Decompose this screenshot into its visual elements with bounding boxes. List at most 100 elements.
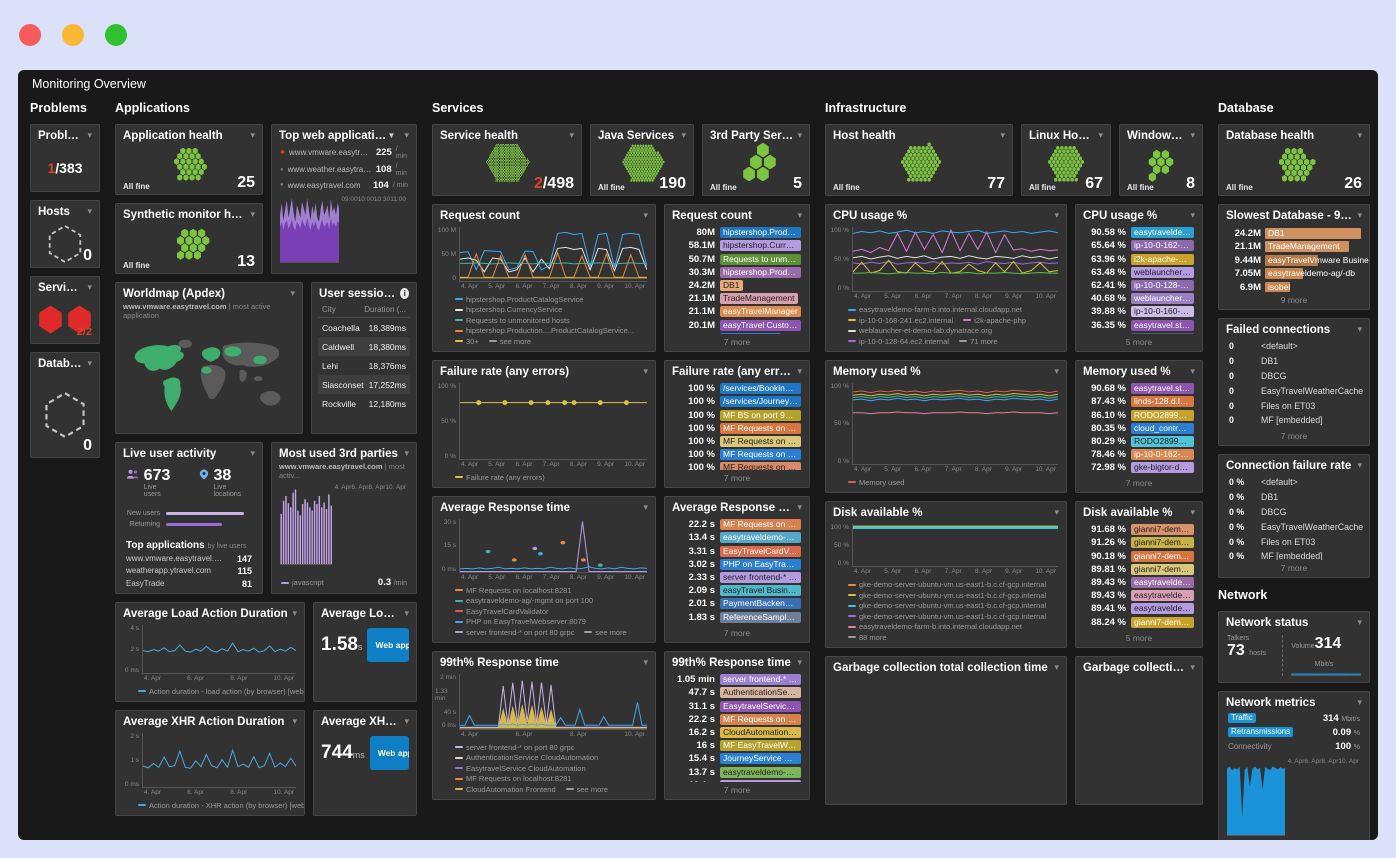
tile-failed-connections[interactable]: Failed connections ▾ 0 <default> 0 DB1 0 DBCG 0… [1218, 318, 1370, 446]
chevron-down-icon[interactable]: ▾ [290, 288, 295, 298]
tile-synthetic-health[interactable]: Synthetic monitor health ▾ All fine 13 [115, 203, 263, 274]
tile-avg-load-action-value[interactable]: Average Load Ac... ▾ 1.58s Web applicati.… [313, 602, 417, 702]
list-row[interactable]: 2.01 sPaymentBackend/PaymentEng... [665, 598, 809, 610]
chevron-down-icon[interactable]: ▾ [797, 366, 802, 376]
tile-network-metrics[interactable]: Network metrics ▾ Traffic 314 Mbit/s Retran… [1218, 691, 1370, 840]
chevron-down-icon[interactable]: ▾ [1000, 130, 1005, 140]
list-row[interactable]: 100 %MF Requests on localhost:8281 [665, 462, 809, 470]
top-web-app-row[interactable]: ✱www.vmware.easytravel.com225/ min [280, 145, 408, 160]
list-row[interactable]: 0 % DB1 [1229, 492, 1279, 503]
list-row[interactable]: 65.64 %ip-10-0-162-251.ec2.int... [1076, 240, 1202, 252]
chevron-down-icon[interactable]: ▾ [1054, 210, 1059, 220]
filter-icon[interactable]: ▼ [387, 130, 396, 140]
network-metric-row[interactable]: Retransmissions 0.09 % [1219, 725, 1369, 739]
list-row[interactable]: 0 % EasyTravelWeatherCache [1229, 521, 1364, 532]
list-row[interactable]: 90.18 %gianni7-demo7-ubunt... [1091, 550, 1194, 562]
chevron-down-icon[interactable]: ▾ [1054, 507, 1059, 517]
more-link[interactable]: 7 more [723, 628, 751, 638]
more-link[interactable]: 7 more [1280, 563, 1308, 573]
list-row[interactable]: 3.31 sEasyTravelCardValidator [665, 545, 809, 557]
web-application-button[interactable]: Web applicati... [367, 628, 409, 662]
tile-request-count-list[interactable]: Request count ▾ 80Mhipstershop.ProductCat… [664, 204, 810, 352]
list-row[interactable]: 16 sMF EasyTravelWebserver:9079 [696, 740, 801, 752]
chevron-down-icon[interactable]: ▾ [797, 502, 802, 512]
tile-slowest-database[interactable]: Slowest Database - 99th... ▾ 24.2M DB1 21.1… [1218, 204, 1370, 310]
bar-row[interactable]: 21.1M TradeManagement [1227, 241, 1361, 252]
list-row[interactable]: 0 MF [embedded] [1229, 415, 1323, 426]
tile-disk-available-chart[interactable]: Disk available % ▾ 100 % 50 % 0 % 4. Apr 5. A… [825, 501, 1067, 648]
tile-avg-xhr-action-duration-chart[interactable]: Average XHR Action Duration ▾ 2 s 1 s 0 ms 4… [115, 710, 305, 816]
chevron-down-icon[interactable]: ▾ [292, 608, 297, 618]
bar-row[interactable]: 6.9M isobel [1239, 281, 1291, 292]
chevron-down-icon[interactable]: ▾ [569, 130, 574, 140]
list-row[interactable]: 24.2M DB1 [665, 279, 809, 291]
tile-hosts-problems[interactable]: Hosts ▾ 0 [30, 200, 100, 268]
network-metric-row[interactable]: Traffic 314 Mbit/s [1219, 711, 1369, 725]
tile-p99-response-list[interactable]: 99th% Response time ▾ 1.05 min server fron… [664, 651, 810, 800]
list-row[interactable]: 30.3Mhipstershop.ProductCatalogSe... [665, 266, 809, 278]
info-icon[interactable]: i [400, 288, 409, 299]
list-row[interactable]: 91.68 %gianni7-demo7-ubunt... [1091, 524, 1194, 536]
tile-3rd-party-services[interactable]: 3rd Party Services ▾ All fine 5 [702, 124, 810, 196]
list-row[interactable]: 0 Files on ET03 [1229, 400, 1316, 411]
chevron-down-icon[interactable]: ▾ [404, 448, 409, 458]
list-row[interactable]: 0 <default> [1229, 341, 1298, 352]
chevron-down-icon[interactable]: ▾ [1357, 130, 1362, 140]
chevron-down-icon[interactable]: ▾ [1190, 366, 1195, 376]
tile-application-health[interactable]: Application health ▾ All fine 25 [115, 124, 263, 195]
chevron-down-icon[interactable]: ▾ [1357, 460, 1362, 470]
chevron-down-icon[interactable]: ▾ [643, 366, 648, 376]
list-row[interactable]: 0 % DBCG [1229, 506, 1287, 517]
bar-row[interactable]: 9.44M easyTravelVmware Business [1234, 254, 1369, 266]
bar-row[interactable]: 7.05M easytraveldemo-ag/-db [1234, 268, 1355, 279]
list-row[interactable]: 18.7MRedis frontend [665, 332, 809, 334]
chevron-down-icon[interactable]: ▾ [1357, 324, 1362, 334]
chevron-down-icon[interactable]: ▾ [1190, 662, 1195, 672]
chevron-down-icon[interactable]: ▾ [1190, 130, 1195, 140]
chevron-down-icon[interactable]: ▾ [87, 130, 92, 140]
tile-request-count-chart[interactable]: Request count ▾ 100 M 50 M 0 4. Apr 5. Apr 6. … [432, 204, 656, 352]
tile-gc-time-list[interactable]: Garbage collection to...▾ [1075, 656, 1203, 805]
list-row[interactable]: 0 DBCG [1229, 370, 1287, 381]
top-application-row[interactable]: EasyTrade 81 [126, 578, 252, 589]
tile-network-status[interactable]: Network status ▾ Talkers 73 hosts Volume … [1218, 611, 1370, 683]
more-link[interactable]: 7 more [1125, 478, 1153, 488]
list-row[interactable]: 86.10 %RODO28991701CE [1091, 409, 1194, 421]
list-row[interactable]: 21.1M easyTravelManager [665, 306, 809, 318]
list-row[interactable]: 100 % MF BS on port 9000 [688, 409, 801, 421]
more-link[interactable]: 9 more [1280, 295, 1308, 305]
top-web-app-row[interactable]: ● www.easytravel.com 104/ min [280, 179, 408, 191]
chevron-down-icon[interactable]: ▾ [87, 358, 92, 368]
chevron-down-icon[interactable]: ▾ [250, 448, 255, 458]
list-row[interactable]: 0 % Files on ET03 [1229, 536, 1316, 547]
list-row[interactable]: 78.46 %ip-10-0-162-251.ec2.int... [1076, 449, 1202, 461]
more-link[interactable]: 5 more [1125, 633, 1153, 643]
tile-avg-load-action-duration-chart[interactable]: Average Load Action Duration ▾ 4 s 2 s 0 ms… [115, 602, 305, 702]
more-link[interactable]: 7 more [1280, 431, 1308, 441]
table-row[interactable]: Siasconset 17,252ms [318, 375, 410, 394]
tile-cpu-usage-chart[interactable]: CPU usage % ▾ 100 % 50 % 0 % 4. Apr 5. Apr 6. … [825, 204, 1067, 352]
list-row[interactable]: 87.43 %linds-128.d.lab.dynatr... [1076, 396, 1202, 408]
web-application-button[interactable]: Web applicati... [369, 736, 409, 770]
chevron-down-icon[interactable]: ▾ [292, 716, 297, 726]
chevron-down-icon[interactable]: ▾ [1357, 697, 1362, 707]
top-application-row[interactable]: www.vmware.easytravel.com 147 [126, 553, 252, 564]
list-row[interactable]: 0 % <default> [1229, 477, 1298, 488]
chevron-down-icon[interactable]: ▾ [1054, 662, 1059, 672]
tile-avg-xhr-action-value[interactable]: Average XHR Ac... ▾ 744ms Web applicati..… [313, 710, 417, 816]
tile-connection-failure-rate[interactable]: Connection failure rate ▾ 0 % <default> 0 %… [1218, 454, 1370, 578]
chevron-down-icon[interactable]: ▾ [797, 210, 802, 220]
tile-memory-used-chart[interactable]: Memory used % ▾ 100 % 50 % 0 % 4. Apr 5. Apr 6… [825, 360, 1067, 493]
list-row[interactable]: 33.58 %i-0ac3daa0920d9f0e [1076, 332, 1202, 334]
chevron-down-icon[interactable]: ▾ [797, 130, 802, 140]
